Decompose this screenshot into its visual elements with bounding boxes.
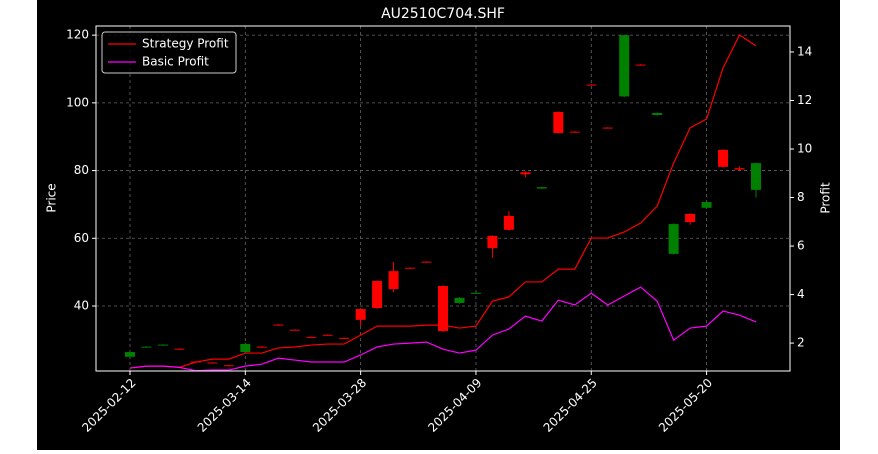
y2-tick-label: 4	[797, 287, 805, 301]
candle-body	[701, 202, 712, 208]
candle-body	[751, 163, 761, 190]
candle-body	[619, 35, 630, 97]
y-tick-label: 40	[74, 298, 89, 312]
candle-body	[405, 267, 416, 269]
candle-body	[586, 84, 597, 86]
candle-body	[306, 336, 317, 338]
candle-body	[635, 64, 646, 66]
candle-body	[240, 343, 251, 353]
candle-body	[125, 352, 135, 357]
candle-body	[553, 111, 564, 133]
legend-box	[101, 31, 237, 74]
y2-tick-label: 2	[797, 336, 805, 350]
y2-tick-label: 12	[797, 93, 812, 107]
candle-body	[602, 127, 613, 129]
candle-body	[289, 329, 300, 331]
candle-body	[652, 113, 663, 116]
candle-body	[454, 297, 465, 303]
chart-title: AU2510C704.SHF	[381, 6, 505, 22]
y-tick-label: 120	[66, 28, 89, 42]
y2-axis-label: Profit	[819, 182, 833, 214]
candle-body	[372, 280, 383, 309]
legend-label: Basic Profit	[142, 55, 209, 69]
candle-body	[141, 346, 152, 348]
plot-frame	[95, 25, 791, 372]
candle-body	[256, 346, 267, 348]
candle-body	[421, 261, 432, 263]
candle-body	[157, 344, 168, 346]
y2-tick-label: 14	[797, 44, 812, 58]
profit-line	[129, 34, 757, 369]
candle-body	[668, 224, 679, 254]
candle-body	[470, 292, 481, 294]
y-axis-label: Price	[45, 183, 59, 212]
candle-body	[174, 348, 185, 350]
candle-body	[520, 172, 531, 175]
candle-body	[355, 309, 366, 320]
y2-tick-label: 6	[797, 239, 805, 253]
candle-body	[487, 235, 498, 249]
candle-body	[207, 362, 218, 364]
y-tick-label: 60	[74, 231, 89, 245]
y2-tick-label: 8	[797, 190, 805, 204]
candle-body	[339, 337, 350, 339]
candle-body	[536, 187, 547, 189]
profit-line	[129, 286, 757, 371]
legend-label: Strategy Profit	[142, 37, 229, 51]
candle-body	[223, 365, 234, 367]
y2-tick-label: 10	[797, 142, 812, 156]
candle-body	[388, 271, 399, 290]
candle-body	[569, 131, 580, 133]
candle-body	[685, 213, 696, 223]
y-tick-label: 100	[66, 95, 89, 109]
candle-body	[503, 215, 514, 230]
y-tick-label: 80	[74, 163, 89, 177]
plot	[125, 34, 761, 371]
candle-body	[734, 168, 745, 170]
candle-body	[438, 286, 448, 332]
candle-body	[322, 334, 333, 336]
candle-body	[273, 324, 284, 326]
candle-body	[718, 149, 729, 167]
